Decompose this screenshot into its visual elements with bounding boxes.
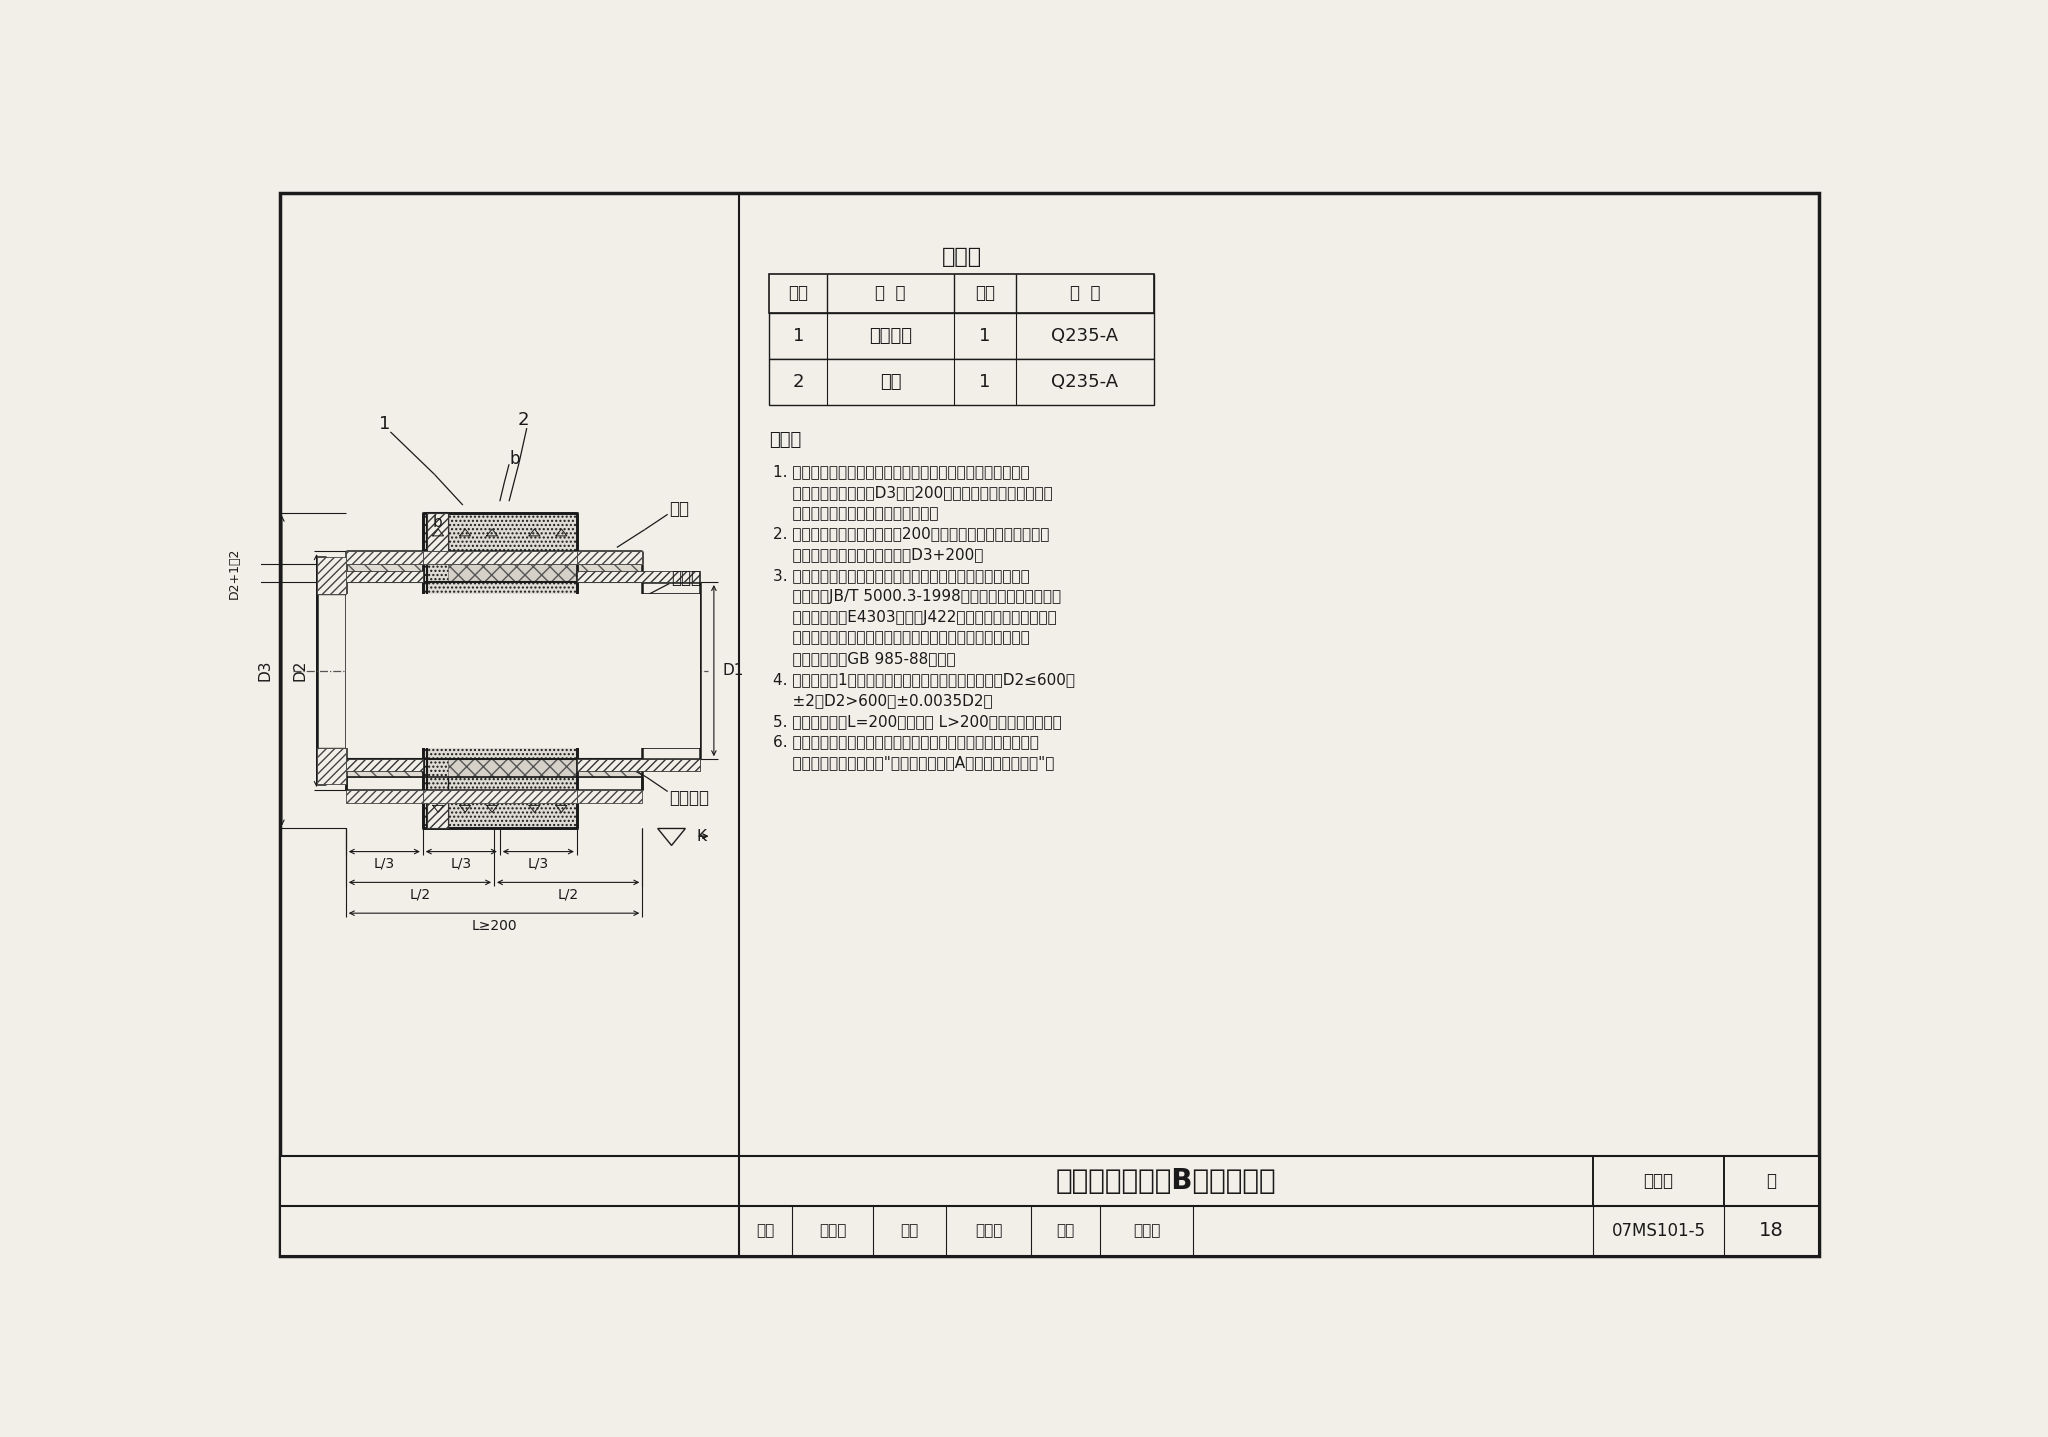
Text: 审核: 审核 [756, 1223, 774, 1239]
Text: 翼环: 翼环 [881, 372, 901, 391]
Bar [770, 313, 1155, 359]
Bar [449, 759, 578, 777]
Text: 2: 2 [518, 411, 528, 430]
Text: 名  称: 名 称 [874, 285, 905, 302]
Text: 密封膏，做法见本图集"刚性防水套管（A型）安装图（二）"。: 密封膏，做法见本图集"刚性防水套管（A型）安装图（二）"。 [774, 756, 1055, 770]
Text: Q235-A: Q235-A [1051, 372, 1118, 391]
Text: 于墙内。套管内的填料应紧密捣实。: 于墙内。套管内的填料应紧密捣实。 [774, 506, 938, 520]
Text: 5. 套管的重量以L=200计算，当 L>200时，应另行计算。: 5. 套管的重量以L=200计算，当 L>200时，应另行计算。 [774, 714, 1063, 729]
Bar [422, 552, 578, 565]
Text: 油麻: 油麻 [670, 500, 690, 517]
Bar [346, 790, 422, 803]
Bar [578, 570, 700, 582]
Text: D1: D1 [723, 662, 743, 678]
Text: 筑围应比翼环直径（D3）大200，而且必须将套管一次浇固: 筑围应比翼环直径（D3）大200，而且必须将套管一次浇固 [774, 486, 1053, 500]
Text: Q235-A: Q235-A [1051, 326, 1118, 345]
Bar [346, 593, 700, 747]
Text: 1: 1 [793, 326, 805, 345]
Text: L/3: L/3 [528, 856, 549, 871]
Text: 1: 1 [979, 326, 991, 345]
Text: 尺寸按照《气焊、手工电弧焊及气体保护焊焊缝坡口的基本: 尺寸按照《气焊、手工电弧焊及气体保护焊焊缝坡口的基本 [774, 631, 1030, 645]
Text: ±2；D2>600，±0.0035D2。: ±2；D2>600，±0.0035D2。 [774, 693, 993, 708]
Text: L/3: L/3 [373, 856, 395, 871]
Text: D3: D3 [258, 660, 272, 681]
Bar [346, 570, 422, 582]
Bar [346, 759, 422, 770]
Bar [770, 274, 1155, 313]
Text: D2+1～2: D2+1～2 [227, 547, 242, 599]
Bar [346, 565, 422, 582]
Text: 4. 当套管（件1）采用卷制成型时，周长允许偏差为：D2≤600，: 4. 当套管（件1）采用卷制成型时，周长允许偏差为：D2≤600， [774, 673, 1075, 687]
Text: b: b [432, 514, 442, 529]
Text: 石棉水泥: 石棉水泥 [670, 789, 709, 806]
Text: 铸铁管: 铸铁管 [672, 569, 700, 588]
Text: K: K [696, 829, 707, 844]
Text: 焊接件》JB/T 5000.3-1998执行。焊接采用手工电弧: 焊接件》JB/T 5000.3-1998执行。焊接采用手工电弧 [774, 589, 1061, 604]
Text: 校对: 校对 [901, 1223, 920, 1239]
Bar [422, 790, 578, 803]
Bar [449, 565, 578, 582]
Bar [317, 747, 346, 783]
Text: 序号: 序号 [788, 285, 809, 302]
Bar [770, 359, 1155, 405]
Bar [578, 759, 700, 770]
Text: 材  料: 材 料 [1069, 285, 1100, 302]
Bar [578, 759, 643, 777]
Text: 1: 1 [379, 415, 389, 433]
Text: 3. 焊接结构尺寸公差与形位公差按照《重型机械通用技术条件: 3. 焊接结构尺寸公差与形位公差按照《重型机械通用技术条件 [774, 568, 1030, 583]
Text: 18: 18 [1759, 1221, 1784, 1240]
Text: 1: 1 [979, 372, 991, 391]
Text: 说明：: 说明： [770, 431, 801, 448]
Text: 焊，焊条型号E4303，牌号J422。焊缝坡口的基本形式与: 焊，焊条型号E4303，牌号J422。焊缝坡口的基本形式与 [774, 609, 1057, 625]
Text: 07MS101-5: 07MS101-5 [1612, 1221, 1706, 1240]
Text: 钢制套管: 钢制套管 [868, 326, 911, 345]
Bar [578, 552, 643, 565]
Text: 页: 页 [1767, 1171, 1776, 1190]
Text: L/3: L/3 [451, 856, 471, 871]
Bar [346, 759, 422, 777]
Text: L/2: L/2 [557, 888, 580, 901]
Text: 1. 套管穿墙处如遇非混凝土墙壁时，应改用混凝土墙壁，其浇: 1. 套管穿墙处如遇非混凝土墙壁时，应改用混凝土墙壁，其浇 [774, 464, 1030, 480]
Bar [578, 565, 643, 582]
Text: L/2: L/2 [410, 888, 430, 901]
Text: 陈春明: 陈春明 [975, 1223, 1001, 1239]
Text: 2. 穿管处混凝土墙厚应不小于200，否则应使墙壁一边或两边加: 2. 穿管处混凝土墙厚应不小于200，否则应使墙壁一边或两边加 [774, 526, 1049, 542]
Bar [422, 513, 578, 829]
Text: 数量: 数量 [975, 285, 995, 302]
Bar [578, 790, 643, 803]
Text: 2: 2 [793, 372, 805, 391]
Text: 图集号: 图集号 [1645, 1171, 1673, 1190]
Text: 刚性防水套管（B型）安装图: 刚性防水套管（B型）安装图 [1055, 1167, 1276, 1194]
Text: 6. 当用于饮用水水池安装时，应在石棉水泥与水接触侧嵌填无毒: 6. 当用于饮用水水池安装时，应在石棉水泥与水接触侧嵌填无毒 [774, 734, 1038, 750]
Text: 材料表: 材料表 [942, 247, 981, 267]
Bar [426, 513, 449, 552]
Text: b: b [510, 450, 520, 468]
Bar [317, 558, 346, 593]
Text: 欧阳容: 欧阳容 [1133, 1223, 1161, 1239]
Bar [281, 1155, 1819, 1256]
Text: D2: D2 [293, 660, 307, 681]
Text: 厚。加厚部分的直径至少应为D3+200。: 厚。加厚部分的直径至少应为D3+200。 [774, 547, 983, 562]
Bar [346, 552, 422, 565]
Text: 设计: 设计 [1057, 1223, 1075, 1239]
Bar [426, 790, 449, 829]
Text: 形式与尺寸》GB 985-88执行。: 形式与尺寸》GB 985-88执行。 [774, 651, 956, 667]
Text: L≥200: L≥200 [471, 918, 516, 933]
Text: 林海燕: 林海燕 [819, 1223, 846, 1239]
